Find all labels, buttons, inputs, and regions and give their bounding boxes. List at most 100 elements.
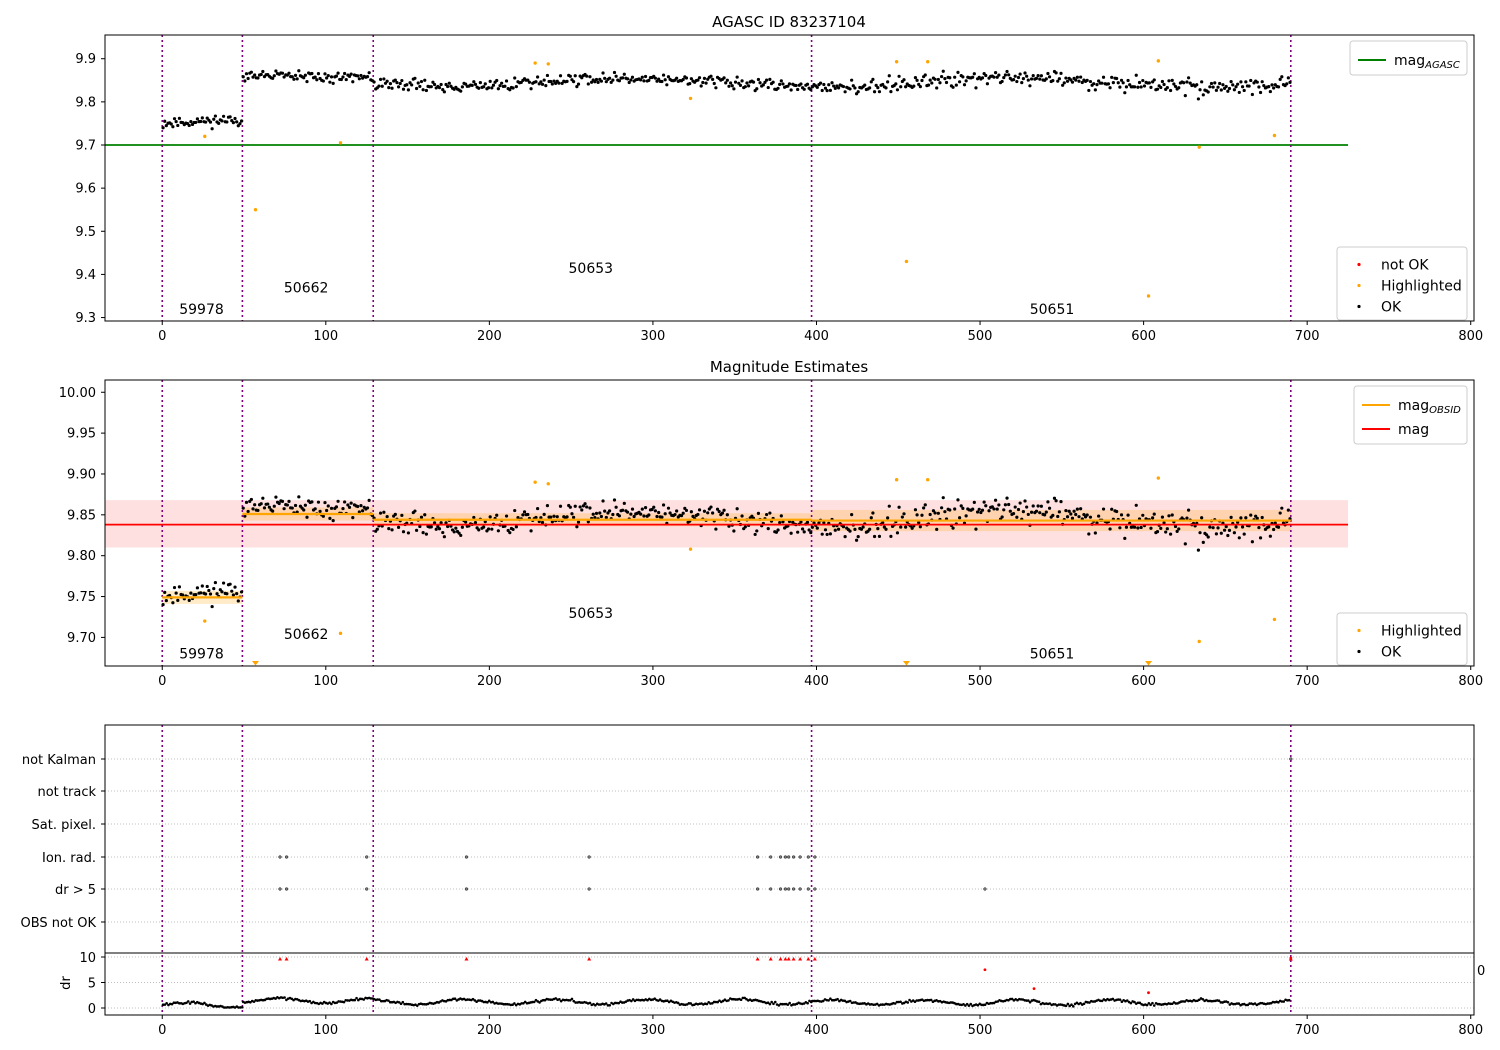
ok-point [943,510,947,514]
ok-point [689,510,693,514]
ok-point [1201,540,1205,544]
ok-point [828,532,832,536]
obsid-label: 50653 [569,606,614,622]
ok-point [722,76,726,80]
dr-clipped-marker [791,957,796,961]
ok-point [243,79,247,83]
ok-point [161,126,165,130]
ok-point [372,80,376,84]
ok-point [498,84,502,88]
ok-point [871,77,875,81]
ok-point [290,506,294,510]
ok-point [1239,516,1243,520]
ok-point [877,90,882,94]
ok-point [313,75,317,79]
dr-point [415,1004,419,1007]
dr-point [473,999,477,1002]
estimates-point-legend: Highlighted OK [1336,612,1468,666]
ok-point [1260,80,1264,84]
flag-marker [813,887,817,891]
dr-point [558,998,561,1001]
dr-point [777,1004,781,1007]
ok-point [972,500,976,505]
ok-point [253,503,257,507]
ok-point [800,527,805,531]
ok-point [1237,536,1241,540]
ok-point [1221,83,1225,87]
ok-point [514,525,518,529]
ok-point [809,530,813,535]
legend-point-swatch [1357,283,1361,288]
ok-point [1036,74,1040,78]
ok-point [367,71,371,75]
ok-point [1085,78,1089,82]
ok-point [177,585,182,589]
ok-point [1173,524,1178,529]
ok-point [848,529,852,533]
dr-clipped-marker [768,957,773,961]
ok-point [1124,525,1129,529]
ok-point [241,75,245,79]
dr-point [705,1002,709,1006]
ok-point [779,514,783,518]
ok-point [321,514,325,518]
dr-clipped-marker [778,957,783,961]
ok-point [421,88,425,92]
ok-point [434,527,438,531]
dr-point [554,997,558,1000]
ok-point [868,86,872,90]
dr-point [1066,1002,1070,1006]
ok-point [272,74,276,78]
ok-point [850,78,854,82]
legend-label-subscript: OBSID [1429,405,1461,416]
ok-point [558,74,563,78]
y-tick-label: 9.70 [67,631,96,646]
ok-point [768,77,772,81]
ok-point [169,122,173,126]
ok-point [1216,85,1220,89]
dr-point [549,998,552,1001]
x-tick-label: 300 [641,674,666,689]
ok-point [697,508,702,512]
ok-point [552,79,556,83]
dr-point [1048,1002,1052,1005]
ok-point [779,79,783,83]
agasc-magnitude-panel: AGASC ID 83237104 0 100 200 300 400 500 600 700… [75,13,1483,344]
dr-point [773,1000,777,1004]
ok-point [527,80,532,84]
ok-point [401,530,406,534]
highlighted-point [1197,145,1201,149]
ok-point [1134,73,1138,77]
ok-point [1007,73,1011,77]
ok-point [586,520,590,524]
dr-point [1064,1004,1068,1008]
ok-point [871,511,875,515]
ok-point [1046,500,1050,504]
highlighted-point [1156,476,1161,480]
ok-point [1069,78,1073,82]
ok-point [1167,514,1171,518]
dr-point [397,1001,401,1004]
ok-point [887,504,891,508]
y-tick-label: 9.8 [75,95,96,110]
ok-point [611,512,615,517]
ok-point [375,527,379,531]
ok-point [261,496,265,500]
ok-point [231,121,235,125]
ok-point [1280,506,1284,510]
dr-point [353,998,357,1002]
dr-point [829,997,832,1000]
ok-point [187,123,191,128]
highlighted-point [546,482,550,486]
legend-frame [1336,612,1468,666]
ok-point [583,502,587,506]
ok-point [482,525,486,529]
dr-point [491,1000,495,1004]
ok-point [504,514,509,518]
ok-point [542,512,546,517]
ok-point [1088,79,1093,84]
ok-point [1020,80,1024,85]
ok-point [1159,526,1163,530]
ok-point [1038,511,1042,515]
ok-point [446,84,450,89]
